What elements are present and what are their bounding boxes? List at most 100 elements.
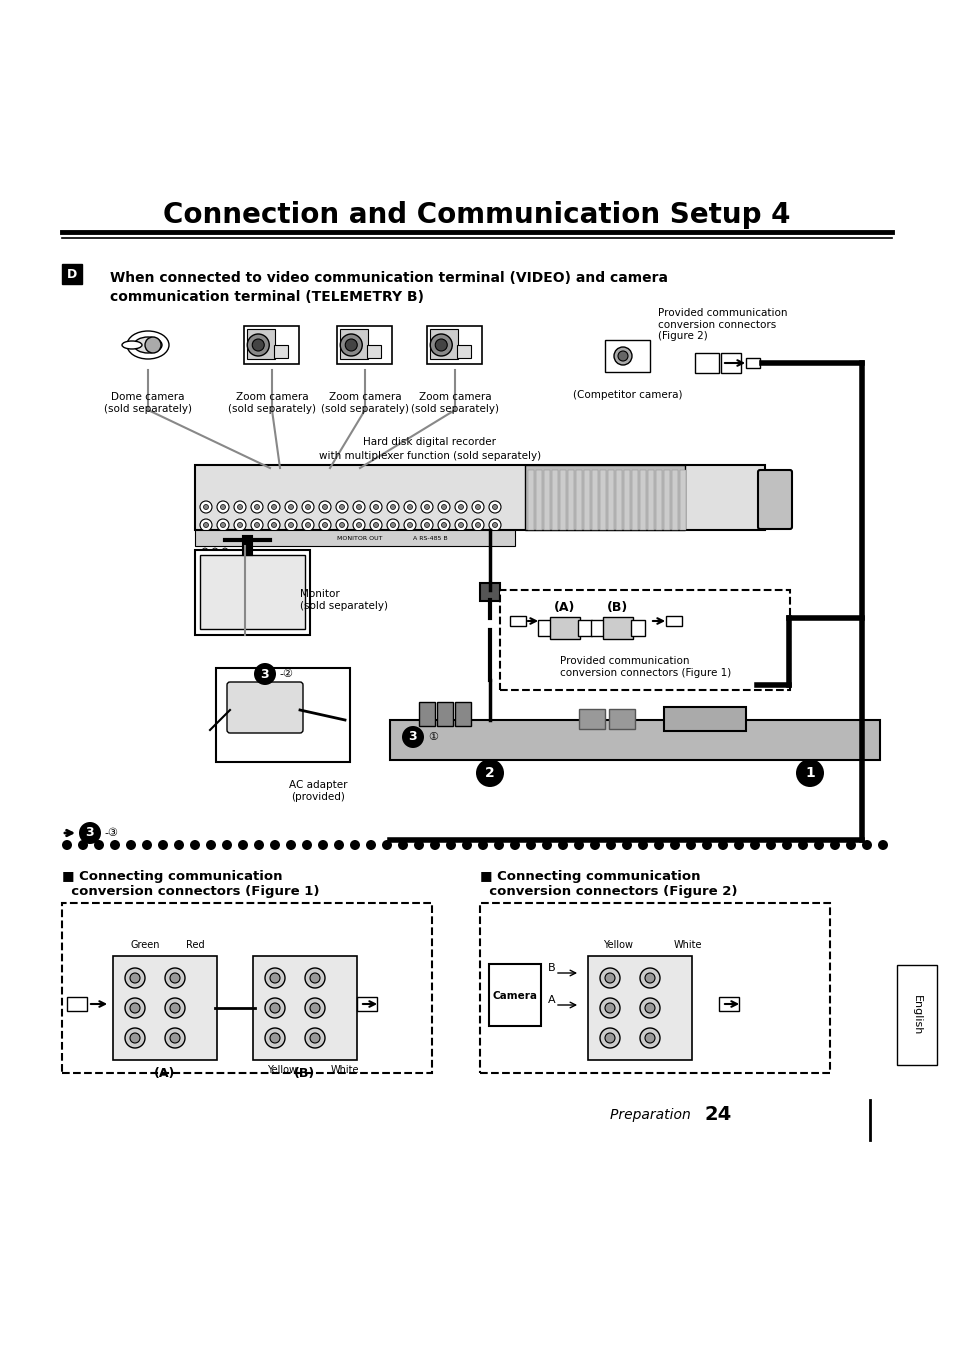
Text: White: White — [673, 940, 701, 950]
Circle shape — [265, 969, 285, 988]
Bar — [623, 470, 629, 530]
Text: Yellow: Yellow — [267, 1065, 296, 1075]
Circle shape — [233, 501, 246, 513]
Bar — [559, 470, 565, 530]
Bar — [896, 965, 936, 1065]
Bar — [527, 470, 534, 530]
FancyBboxPatch shape — [719, 997, 739, 1011]
Circle shape — [621, 840, 631, 850]
Circle shape — [669, 840, 679, 850]
Circle shape — [270, 1034, 280, 1043]
FancyBboxPatch shape — [605, 340, 650, 372]
Text: -③: -③ — [104, 828, 118, 838]
Circle shape — [356, 504, 361, 509]
Text: 3: 3 — [86, 827, 94, 839]
Bar — [631, 470, 638, 530]
Circle shape — [403, 501, 416, 513]
Ellipse shape — [133, 336, 162, 353]
Circle shape — [286, 840, 295, 850]
Circle shape — [165, 998, 185, 1019]
Circle shape — [455, 519, 467, 531]
Text: 24: 24 — [704, 1105, 732, 1124]
Circle shape — [877, 840, 887, 850]
Circle shape — [401, 725, 423, 748]
Circle shape — [318, 519, 331, 531]
Circle shape — [200, 519, 212, 531]
Circle shape — [604, 1034, 615, 1043]
Circle shape — [541, 840, 552, 850]
FancyBboxPatch shape — [247, 330, 274, 359]
FancyBboxPatch shape — [337, 326, 392, 363]
Text: Zoom camera
(sold separately): Zoom camera (sold separately) — [228, 392, 315, 413]
Circle shape — [644, 1002, 655, 1013]
Circle shape — [272, 523, 276, 527]
Circle shape — [476, 759, 503, 788]
Bar — [663, 470, 669, 530]
Circle shape — [335, 519, 348, 531]
Circle shape — [345, 339, 356, 351]
Text: ■ Connecting communication
  conversion connectors (Figure 1): ■ Connecting communication conversion co… — [62, 870, 319, 898]
Bar — [367, 346, 380, 358]
Circle shape — [254, 504, 259, 509]
Circle shape — [125, 1028, 145, 1048]
Circle shape — [374, 504, 378, 509]
Circle shape — [614, 347, 631, 365]
FancyBboxPatch shape — [550, 617, 579, 639]
Circle shape — [781, 840, 791, 850]
Circle shape — [525, 840, 536, 850]
Text: Hard disk digital recorder: Hard disk digital recorder — [363, 436, 496, 447]
Text: 2: 2 — [485, 766, 495, 780]
Bar — [536, 470, 541, 530]
Circle shape — [475, 504, 480, 509]
Circle shape — [335, 501, 348, 513]
Circle shape — [599, 969, 619, 988]
Circle shape — [165, 969, 185, 988]
Circle shape — [165, 1028, 185, 1048]
Circle shape — [435, 339, 447, 351]
Bar — [616, 470, 621, 530]
Circle shape — [574, 840, 583, 850]
Circle shape — [644, 973, 655, 984]
Circle shape — [322, 523, 327, 527]
Bar — [576, 470, 581, 530]
FancyBboxPatch shape — [62, 902, 432, 1073]
Bar — [543, 470, 550, 530]
Circle shape — [387, 519, 398, 531]
FancyBboxPatch shape — [455, 703, 471, 725]
Circle shape — [494, 840, 503, 850]
Bar — [592, 470, 598, 530]
Bar — [274, 346, 288, 358]
Text: Provided communication
conversion connectors (Figure 1): Provided communication conversion connec… — [559, 657, 731, 678]
Text: (A): (A) — [154, 1066, 175, 1079]
FancyBboxPatch shape — [695, 353, 719, 373]
FancyBboxPatch shape — [244, 326, 299, 363]
Text: Provided communication
conversion connectors
(Figure 2): Provided communication conversion connec… — [658, 308, 786, 342]
Circle shape — [62, 840, 71, 850]
FancyBboxPatch shape — [499, 590, 789, 690]
FancyBboxPatch shape — [112, 957, 216, 1061]
FancyBboxPatch shape — [194, 465, 764, 530]
Text: Preparation: Preparation — [610, 1108, 700, 1121]
Circle shape — [251, 501, 263, 513]
Circle shape — [390, 504, 395, 509]
FancyBboxPatch shape — [578, 620, 592, 636]
FancyBboxPatch shape — [67, 997, 87, 1011]
Circle shape — [305, 523, 310, 527]
Bar — [552, 470, 558, 530]
Circle shape — [797, 840, 807, 850]
Circle shape — [644, 1034, 655, 1043]
Text: 1: 1 — [804, 766, 814, 780]
Circle shape — [685, 840, 696, 850]
Circle shape — [813, 840, 823, 850]
Text: A RS-485 B: A RS-485 B — [413, 536, 447, 542]
Circle shape — [397, 840, 408, 850]
Circle shape — [222, 840, 232, 850]
Bar — [456, 346, 470, 358]
Circle shape — [350, 840, 359, 850]
Circle shape — [212, 549, 218, 554]
Ellipse shape — [127, 331, 169, 359]
Circle shape — [94, 840, 104, 850]
Circle shape — [604, 973, 615, 984]
Circle shape — [381, 840, 392, 850]
Text: 3: 3 — [260, 667, 269, 681]
